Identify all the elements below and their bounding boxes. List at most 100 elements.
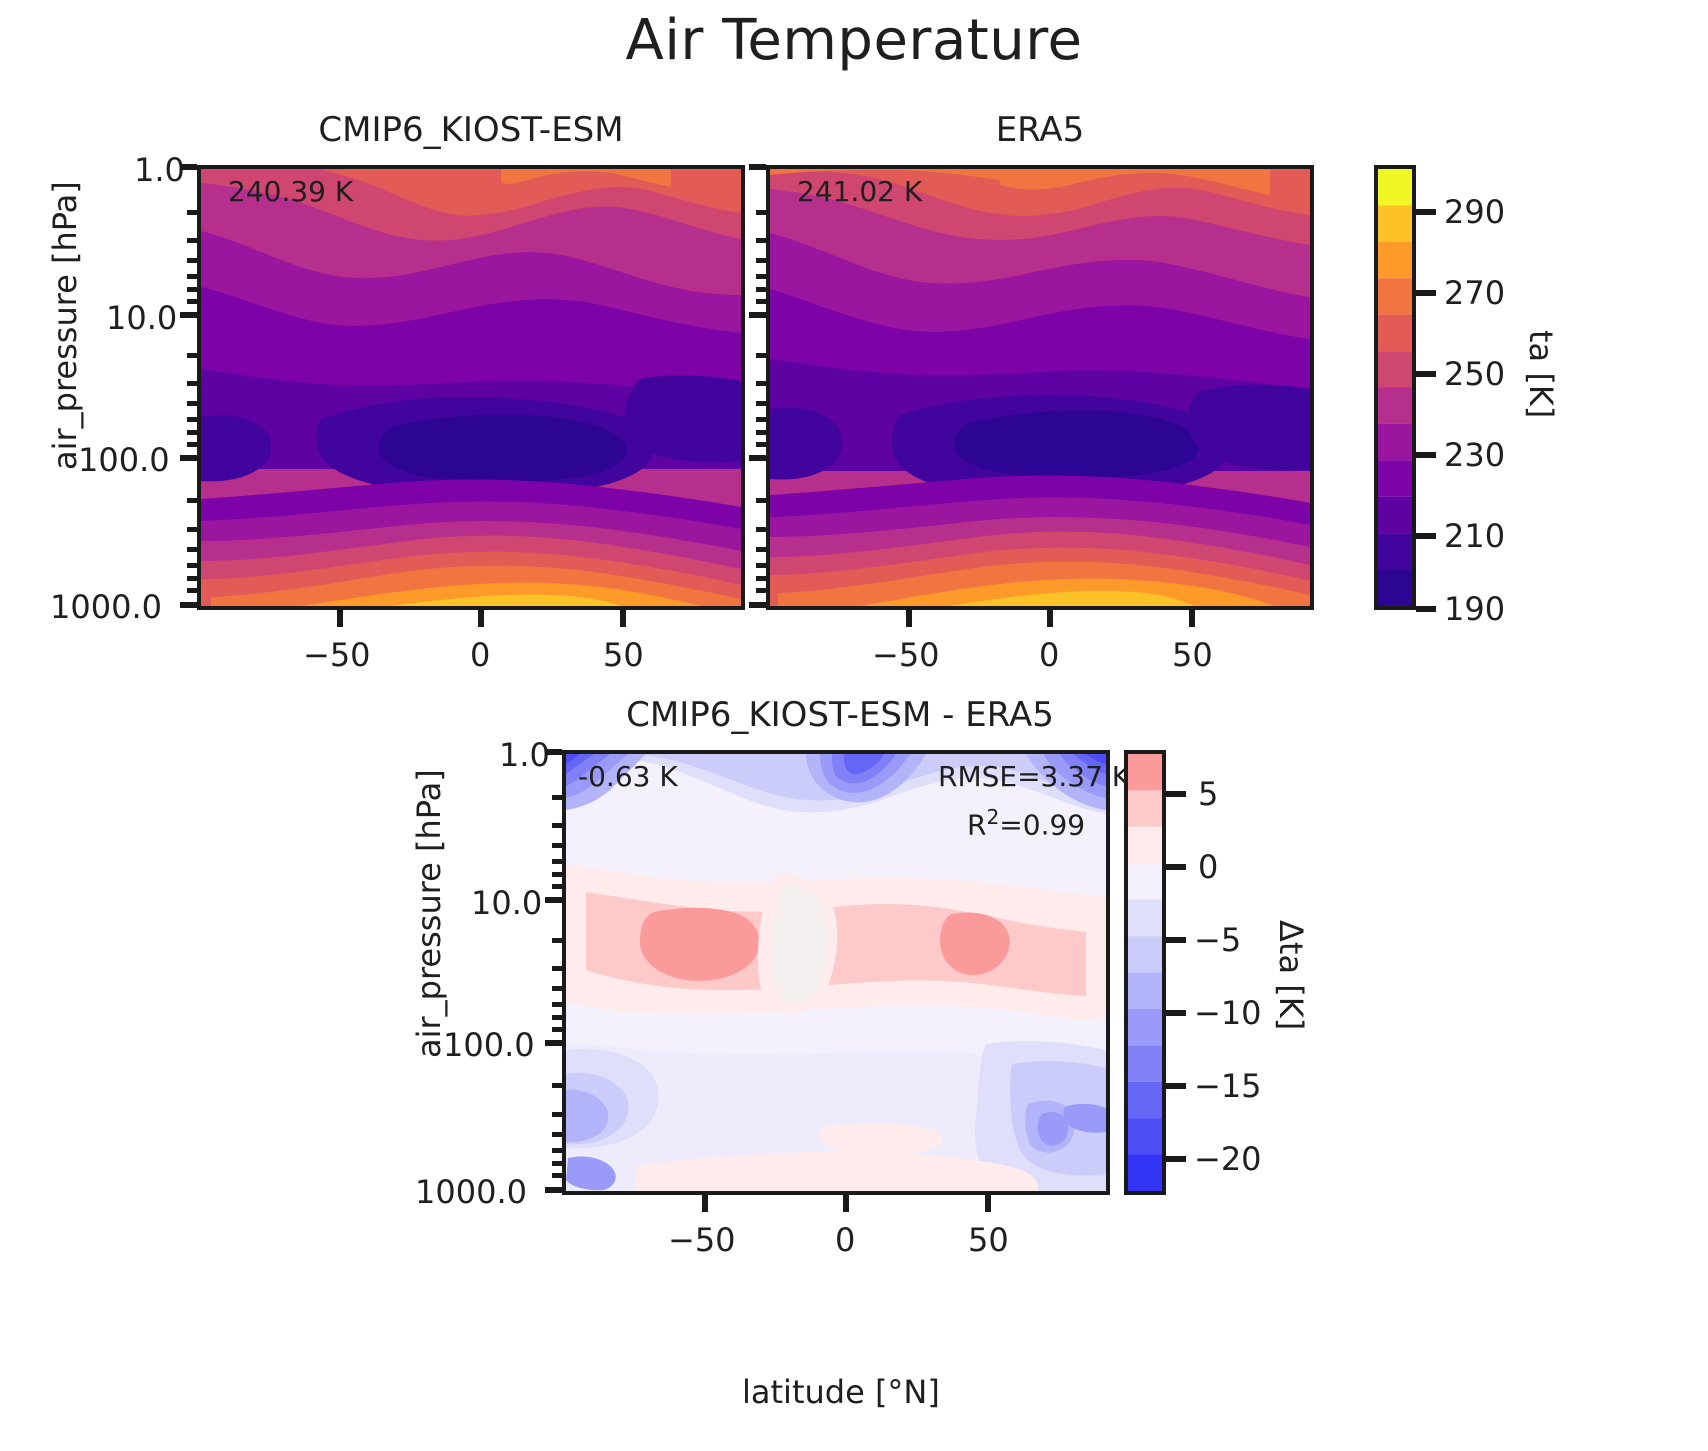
ytick-minor-m — [187, 238, 197, 243]
ytick-model-10: 10.0 — [106, 299, 178, 337]
cbar-ta-label-270: 270 — [1444, 274, 1506, 312]
cbar-ta-tick-250 — [1416, 371, 1436, 377]
ytick-minor-d — [552, 872, 562, 877]
r2-prefix: R — [967, 808, 987, 842]
panel-model-mean-annotation: 240.39 K — [228, 175, 354, 208]
xtick-diff-0: 0 — [835, 1221, 856, 1259]
cbar-delta-label-0: 0 — [1198, 848, 1219, 886]
cbar-ta-label-190: 190 — [1444, 590, 1506, 628]
ytick-minor-r — [756, 417, 766, 422]
panel-difference-ylabel: air_pressure [hPa] — [410, 769, 448, 1058]
ytick-major-m0 — [180, 164, 197, 170]
ytick-major-m1 — [180, 312, 197, 318]
xtick-diff-m50: −50 — [668, 1221, 736, 1259]
cbar-delta-label-m10: −10 — [1194, 994, 1262, 1032]
ytick-major-d1 — [545, 897, 562, 903]
cbar-ta-label-210: 210 — [1444, 517, 1506, 555]
panel-model[interactable] — [197, 165, 745, 610]
ytick-minor-r — [756, 238, 766, 243]
ytick-minor-m — [187, 299, 197, 304]
ytick-minor-d — [552, 1148, 562, 1153]
ytick-minor-d — [552, 843, 562, 848]
ytick-diff-10: 10.0 — [471, 884, 543, 922]
xtick-major-r0 — [906, 610, 912, 627]
ytick-minor-d — [552, 1027, 562, 1032]
cbar-ta-tick-230 — [1416, 452, 1436, 458]
cbar-delta-tick-m20 — [1166, 1156, 1186, 1162]
ytick-major-r0 — [749, 164, 766, 170]
colorbar-ta-gradient — [1378, 169, 1412, 606]
ytick-minor-m — [187, 576, 197, 581]
xtick-major-d1 — [843, 1195, 849, 1212]
ytick-minor-r — [756, 274, 766, 279]
cbar-ta-tick-190 — [1416, 606, 1436, 612]
contour-plot-difference — [566, 754, 1106, 1191]
panel-reference-mean-annotation: 241.02 K — [797, 175, 923, 208]
colorbar-delta-ta[interactable] — [1124, 750, 1166, 1195]
ytick-minor-r — [756, 563, 766, 568]
ytick-minor-m — [187, 417, 197, 422]
panel-difference-rmse-annotation: RMSE=3.37 K — [938, 760, 1131, 793]
ytick-model-1: 1.0 — [134, 151, 185, 189]
ytick-minor-d — [552, 986, 562, 991]
panel-difference-bias-annotation: -0.63 K — [578, 760, 678, 793]
ytick-minor-r — [756, 353, 766, 358]
ytick-minor-m — [187, 353, 197, 358]
panel-difference-xlabel: latitude [°N] — [742, 1373, 940, 1411]
ytick-minor-d — [552, 1083, 562, 1088]
cbar-ta-tick-290 — [1416, 209, 1436, 215]
cbar-ta-tick-210 — [1416, 533, 1436, 539]
ytick-minor-r — [756, 287, 766, 292]
ytick-minor-m — [187, 588, 197, 593]
xtick-major-r1 — [1047, 610, 1053, 627]
panel-reference[interactable] — [766, 165, 1314, 610]
ytick-minor-m — [187, 210, 197, 215]
cbar-delta-tick-m10 — [1166, 1010, 1186, 1016]
xtick-model-50: 50 — [603, 636, 644, 674]
colorbar-ta[interactable] — [1374, 165, 1416, 610]
ytick-minor-d — [552, 938, 562, 943]
ytick-minor-r — [756, 576, 766, 581]
ytick-minor-r — [756, 401, 766, 406]
ytick-major-d0 — [545, 749, 562, 755]
ytick-model-1000: 1000.0 — [50, 588, 162, 626]
ytick-minor-m — [187, 381, 197, 386]
cbar-delta-tick-0 — [1166, 864, 1186, 870]
xtick-major-m1 — [478, 610, 484, 627]
ytick-major-r3 — [749, 602, 766, 608]
xtick-major-m2 — [620, 610, 626, 627]
ytick-minor-r — [756, 547, 766, 552]
panel-title-reference: ERA5 — [995, 110, 1085, 150]
xtick-major-d2 — [985, 1195, 991, 1212]
ytick-minor-d — [552, 1002, 562, 1007]
ytick-minor-d — [552, 1161, 562, 1166]
ytick-minor-r — [756, 527, 766, 532]
ytick-minor-m — [187, 563, 197, 568]
ytick-minor-m — [187, 258, 197, 263]
ytick-minor-r — [756, 299, 766, 304]
figure-suptitle: Air Temperature — [625, 8, 1083, 73]
ytick-minor-d — [552, 1173, 562, 1178]
ytick-major-r1 — [749, 312, 766, 318]
ytick-diff-1: 1.0 — [499, 736, 550, 774]
ytick-minor-r — [756, 210, 766, 215]
ytick-minor-r — [756, 588, 766, 593]
cbar-delta-tick-5 — [1166, 791, 1186, 797]
ytick-minor-d — [552, 859, 562, 864]
ytick-minor-m — [187, 547, 197, 552]
panel-difference[interactable] — [562, 750, 1110, 1195]
cbar-ta-label-230: 230 — [1444, 436, 1506, 474]
colorbar-delta-ta-label: Δta [K] — [1272, 920, 1310, 1031]
panel-title-model: CMIP6_KIOST-ESM — [318, 110, 624, 150]
r2-value: =0.99 — [999, 808, 1086, 842]
ytick-minor-d — [552, 1015, 562, 1020]
ytick-minor-m — [187, 527, 197, 532]
cbar-delta-tick-m5 — [1166, 937, 1186, 943]
panel-difference-r2-annotation: R2=0.99 — [967, 805, 1085, 841]
cbar-delta-label-m5: −5 — [1194, 921, 1242, 959]
xtick-major-d0 — [702, 1195, 708, 1212]
ytick-minor-d — [552, 823, 562, 828]
ytick-minor-d — [552, 1112, 562, 1117]
ytick-minor-r — [756, 430, 766, 435]
